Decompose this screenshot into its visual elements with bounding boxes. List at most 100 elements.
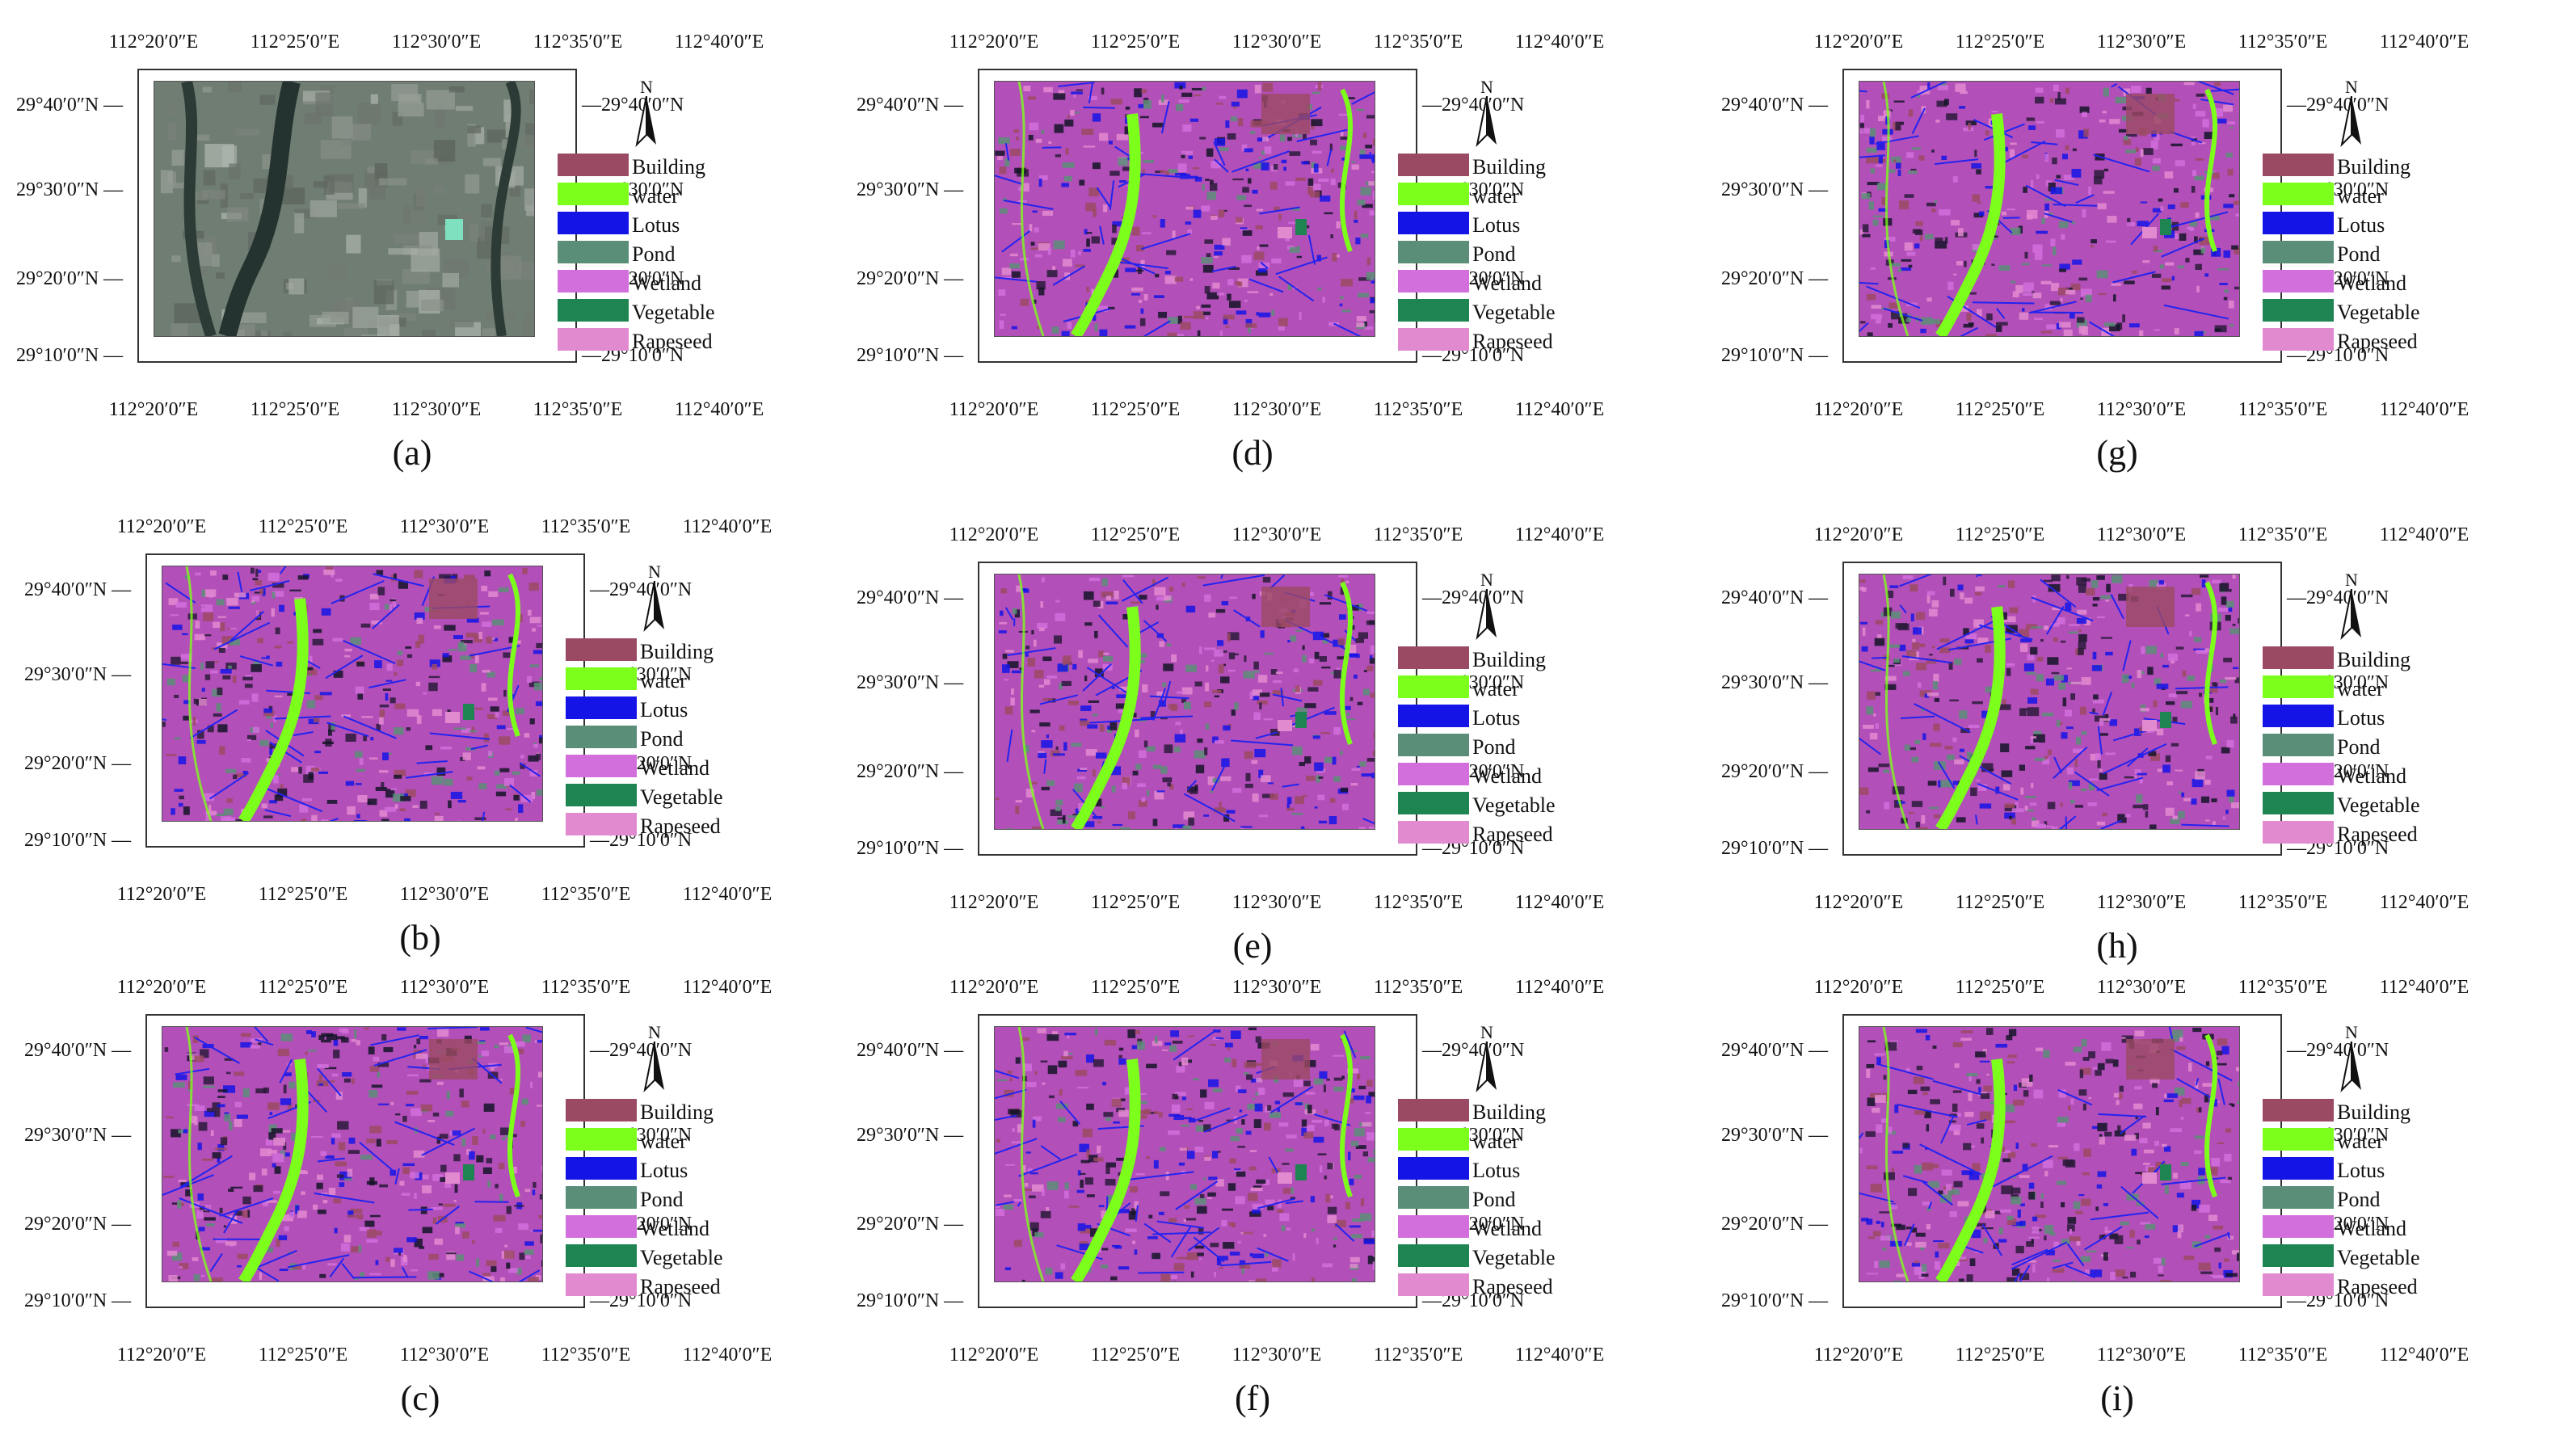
lon-tick-bottom: 112°40′0″E	[682, 884, 773, 905]
legend: Building water Lotus Pond Wetland Vegetable Ra…	[2263, 154, 2424, 357]
legend-item: Wetland	[558, 270, 719, 299]
north-label: N	[640, 77, 653, 97]
legend-label: Lotus	[2337, 1159, 2385, 1182]
lon-tick-bottom: 112°20′0″E	[1813, 399, 1904, 420]
north-arrow-icon	[2340, 589, 2361, 641]
lon-tick-top: 112°35′0″E	[2238, 524, 2328, 545]
legend-label: Lotus	[1472, 1159, 1521, 1182]
lon-tick-bottom: 112°25′0″E	[1090, 892, 1181, 913]
legend-item: Rapeseed	[566, 1273, 727, 1302]
legend-label: water	[2337, 677, 2384, 701]
lat-tick-left: 29°40′0″N —	[24, 1040, 132, 1061]
north-arrow: N	[638, 1022, 671, 1095]
lat-tick-right: —29°40′0″N	[590, 579, 693, 600]
north-arrow: N	[1471, 1022, 1503, 1095]
lon-tick-top: 112°30′0″E	[1232, 977, 1322, 998]
map-panel-f: 112°20′0″E 112°20′0″E 112°25′0″E 112°25′0″E…	[840, 945, 1681, 1418]
lon-tick-bottom: 112°20′0″E	[116, 884, 207, 905]
legend-swatch	[2263, 299, 2334, 322]
legend-item: Rapeseed	[566, 813, 727, 842]
legend-label: Pond	[2337, 735, 2381, 759]
lon-tick-top: 112°20′0″E	[1813, 977, 1904, 998]
legend-swatch	[566, 1215, 637, 1238]
north-label: N	[648, 1022, 661, 1042]
legend-item: Building	[2263, 646, 2424, 675]
legend-label: water	[640, 1130, 687, 1153]
lon-tick-bottom: 112°20′0″E	[949, 399, 1039, 420]
lon-tick-bottom: 112°35′0″E	[533, 399, 623, 420]
lat-tick-right: —29°40′0″N	[1422, 587, 1525, 608]
legend-label: Pond	[1472, 735, 1516, 759]
legend-swatch	[558, 328, 629, 351]
legend-swatch	[1398, 299, 1469, 322]
lat-tick-left: 29°40′0″N —	[857, 1040, 964, 1061]
legend-item: water	[558, 183, 719, 212]
lon-tick-bottom: 112°40′0″E	[1514, 892, 1605, 913]
lon-tick-top: 112°20′0″E	[949, 977, 1039, 998]
lon-tick-bottom: 112°25′0″E	[258, 884, 348, 905]
legend-swatch	[2263, 270, 2334, 292]
lon-tick-bottom: 112°40′0″E	[674, 399, 764, 420]
legend-swatch	[2263, 675, 2334, 698]
legend-swatch	[2263, 705, 2334, 727]
legend: Building water Lotus Pond Wetland Vegetable Ra…	[566, 1099, 727, 1302]
legend-swatch	[2263, 1157, 2334, 1180]
lon-tick-top: 112°30′0″E	[1232, 32, 1322, 53]
lon-tick-bottom: 112°30′0″E	[399, 884, 490, 905]
lon-tick-bottom: 112°30′0″E	[2096, 1344, 2187, 1366]
legend-swatch	[1398, 1273, 1469, 1296]
legend-swatch	[566, 726, 637, 748]
lon-tick-top: 112°25′0″E	[1090, 32, 1181, 53]
north-arrow: N	[630, 77, 663, 149]
legend-label: Wetland	[640, 756, 709, 780]
legend-swatch	[1398, 705, 1469, 727]
north-arrow-icon	[635, 96, 656, 148]
legend-item: Rapeseed	[1398, 328, 1560, 357]
legend-label: water	[1472, 1130, 1519, 1153]
lon-tick-bottom: 112°20′0″E	[949, 1344, 1039, 1366]
north-arrow-icon	[1476, 96, 1497, 148]
legend-label: Rapeseed	[2337, 1275, 2418, 1298]
legend-swatch	[558, 299, 629, 322]
legend: Building water Lotus Pond Wetland Vegetable Ra…	[1398, 154, 1560, 357]
legend-item: Building	[2263, 154, 2424, 183]
legend-swatch	[1398, 241, 1469, 263]
lon-tick-top: 112°20′0″E	[1813, 524, 1904, 545]
lon-tick-top: 112°20′0″E	[1813, 32, 1904, 53]
legend-swatch	[1398, 734, 1469, 756]
lon-tick-top: 112°40′0″E	[682, 977, 773, 998]
legend-item: Lotus	[1398, 1157, 1560, 1186]
lon-tick-top: 112°35′0″E	[2238, 977, 2328, 998]
legend-swatch	[2263, 1244, 2334, 1267]
north-label: N	[648, 562, 661, 582]
lon-tick-top: 112°40′0″E	[1514, 977, 1605, 998]
lon-tick-bottom: 112°20′0″E	[949, 892, 1039, 913]
legend: Building water Lotus Pond Wetland Vegetable Ra…	[2263, 646, 2424, 850]
lat-tick-right: —29°40′0″N	[582, 95, 684, 116]
lat-tick-right: —29°40′0″N	[1422, 95, 1525, 116]
panel-caption: (a)	[392, 433, 432, 473]
legend-item: Vegetable	[1398, 792, 1560, 821]
lon-tick-top: 112°35′0″E	[541, 977, 631, 998]
lat-tick-left: 29°30′0″N —	[16, 179, 124, 200]
legend-item: Lotus	[1398, 705, 1560, 734]
north-label: N	[2345, 570, 2358, 590]
lat-tick-left: 29°10′0″N —	[24, 1290, 132, 1311]
legend-item: Wetland	[1398, 270, 1560, 299]
legend-label: Building	[632, 155, 706, 179]
legend-label: Lotus	[640, 698, 688, 722]
lon-tick-top: 112°35′0″E	[2238, 32, 2328, 53]
legend-item: water	[566, 667, 727, 696]
legend-item: Vegetable	[1398, 1244, 1560, 1273]
legend-label: Vegetable	[1472, 301, 1556, 324]
north-label: N	[1480, 1022, 1493, 1042]
lat-tick-left: 29°20′0″N —	[1721, 761, 1829, 782]
panel-caption: (c)	[400, 1378, 440, 1418]
legend-item: Pond	[1398, 241, 1560, 270]
legend-item: Vegetable	[2263, 792, 2424, 821]
lon-tick-top: 112°20′0″E	[949, 32, 1039, 53]
legend-label: Wetland	[2337, 764, 2406, 788]
legend-swatch	[566, 1186, 637, 1209]
lon-tick-top: 112°35′0″E	[1373, 524, 1463, 545]
lon-tick-bottom: 112°35′0″E	[2238, 892, 2328, 913]
